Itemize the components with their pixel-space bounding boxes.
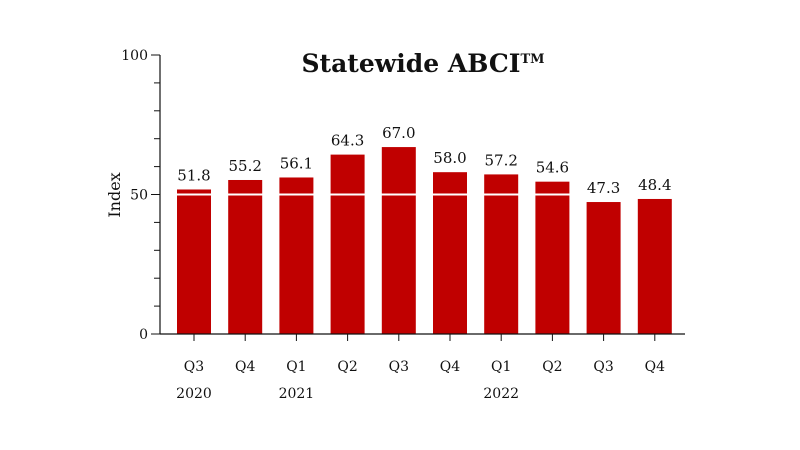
x-tick-label-3: Q2 bbox=[337, 359, 357, 375]
x-tick-label-7: Q2 bbox=[542, 359, 562, 375]
year-label-0: 2020 bbox=[176, 386, 212, 402]
plot-area: 0 50 100 Q3 2020 51.8 Q4 55.2 Q1 2021 56.1 Q2 64.3 Q3… bbox=[121, 48, 685, 402]
y-tick-label-100: 100 bbox=[121, 48, 148, 64]
data-label-7: 54.6 bbox=[536, 159, 569, 177]
year-label-2: 2021 bbox=[279, 386, 315, 402]
y-axis-label: Index bbox=[105, 172, 124, 217]
bar-0 bbox=[177, 189, 211, 334]
y-tick-label-50: 50 bbox=[130, 188, 148, 204]
chart-title: Statewide ABCITM bbox=[301, 49, 544, 78]
bar-3 bbox=[330, 154, 365, 334]
y-tick-label-0: 0 bbox=[139, 327, 148, 343]
bar-5 bbox=[433, 172, 467, 334]
data-label-1: 55.2 bbox=[228, 157, 261, 175]
bar-6 bbox=[484, 174, 519, 334]
bar-7 bbox=[535, 181, 570, 334]
x-tick-label-8: Q3 bbox=[593, 359, 613, 375]
data-label-9: 48.4 bbox=[638, 176, 671, 194]
x-tick-label-6: Q1 bbox=[491, 359, 511, 375]
data-label-5: 58.0 bbox=[433, 149, 466, 167]
data-label-3: 64.3 bbox=[331, 132, 364, 150]
x-tick-label-2: Q1 bbox=[286, 359, 306, 375]
x-tick-label-9: Q4 bbox=[645, 359, 665, 375]
data-label-0: 51.8 bbox=[177, 166, 210, 184]
x-tick-label-0: Q3 bbox=[184, 359, 204, 375]
bar-2 bbox=[279, 177, 314, 334]
bar-8 bbox=[586, 202, 621, 334]
x-tick-label-1: Q4 bbox=[235, 359, 255, 375]
bar-9 bbox=[637, 198, 672, 334]
x-tick-label-5: Q4 bbox=[440, 359, 460, 375]
x-tick-label-4: Q3 bbox=[389, 359, 409, 375]
data-label-4: 67.0 bbox=[382, 124, 415, 142]
data-label-6: 57.2 bbox=[484, 151, 517, 169]
data-label-8: 47.3 bbox=[587, 179, 620, 197]
bar-1 bbox=[228, 179, 263, 334]
bar-4 bbox=[381, 147, 416, 334]
data-label-2: 56.1 bbox=[280, 154, 313, 172]
year-label-6: 2022 bbox=[483, 386, 519, 402]
